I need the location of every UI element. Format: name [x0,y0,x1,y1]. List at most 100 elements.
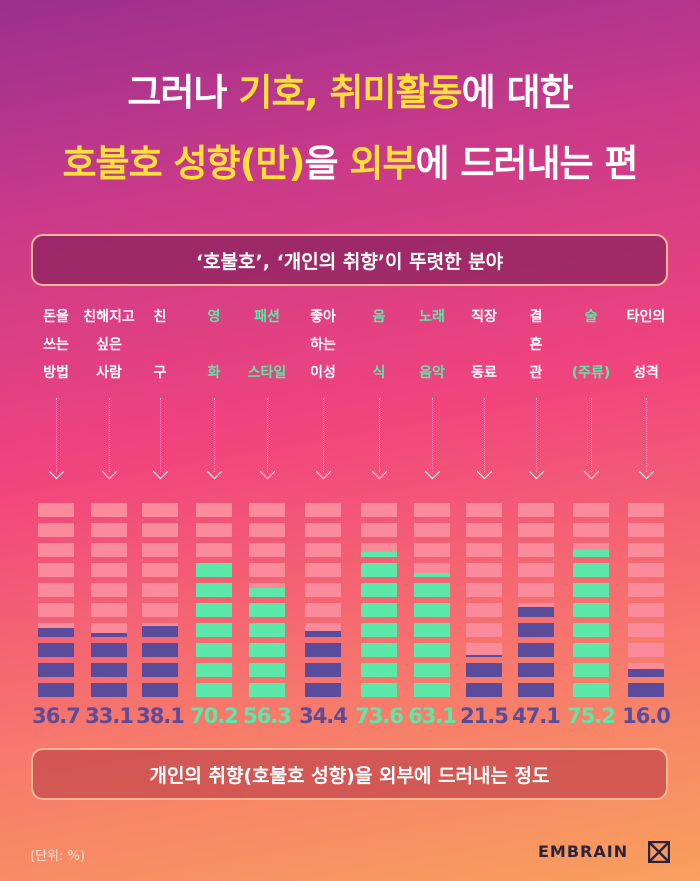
dotted-guide-line [646,398,647,472]
bar-fill [414,663,450,677]
bar-segment [91,523,127,537]
column-label: 타인의 성격 [618,303,674,387]
bar-fill [142,683,178,697]
bar-segment [249,583,285,597]
bar-fill [466,654,502,657]
column-label-line: 이성 [310,365,336,381]
bar-segment [305,603,341,617]
bar-segment [573,563,609,577]
dotted-guide-line [536,398,537,472]
data-label: 34.4 [299,704,348,728]
bar-segment [361,563,397,577]
bar-segment [196,643,232,657]
bar-segment [466,663,502,677]
bar-segment [573,643,609,657]
data-label: 16.0 [622,704,671,728]
headline-highlight: 호불호 성향(만) [62,142,306,185]
bar-segment [91,503,127,517]
column-label: 친해지고 싶은 사람 [81,303,137,387]
bar-fill [518,623,554,637]
data-label: 73.6 [355,704,404,728]
bar-segment [466,603,502,617]
bar-fill [38,643,74,657]
column-label-line: 혼 [529,337,543,353]
bar-fill [414,623,450,637]
bar-segment [573,503,609,517]
bar-segment [91,683,127,697]
bar-segment [361,623,397,637]
bar-fill [414,683,450,697]
bar-segment [518,683,554,697]
headline-highlight: 기호, 취미활동 [238,71,462,114]
bar-segment [91,603,127,617]
bar-fill [466,663,502,677]
bar-fill [249,588,285,597]
column-label-line: 타인의 [626,309,666,325]
bar-fill [573,623,609,637]
bar-fill [414,643,450,657]
bar-fill [249,643,285,657]
bar-segment [414,543,450,557]
bar-fill [249,663,285,677]
bar-segment [466,523,502,537]
bar-segment [305,543,341,557]
bar-fill [361,663,397,677]
bar-fill [305,630,341,637]
data-label: 38.1 [136,704,185,728]
column-label-line [351,331,407,359]
bar-fill [305,663,341,677]
headline-text: 에 드러내는 편 [415,142,638,185]
bar-fill [38,627,74,637]
bar-fill [466,683,502,697]
arrow-down-icon [259,463,276,480]
bar-segment [361,663,397,677]
column-label: 술 (주류) [563,303,619,387]
dotted-guide-line [160,398,161,472]
bar-segment [628,523,664,537]
bar-fill [142,663,178,677]
data-label: 36.7 [32,704,81,728]
arrow-down-icon [315,463,332,480]
column-label-line: 영 [207,309,221,325]
data-label: 75.2 [567,704,616,728]
data-label: 21.5 [460,704,509,728]
column-label-line: 방법 [43,365,69,381]
bar-fill [573,663,609,677]
bar-segment [628,623,664,637]
bar-fill [305,643,341,657]
column-label-line: 화 [207,365,221,381]
column-label-line: 음악 [419,365,445,381]
bar-segment [518,643,554,657]
bar-fill [196,663,232,677]
bar-segment [628,663,664,677]
data-label: 56.3 [243,704,292,728]
column-label: 직장 동료 [456,303,512,387]
column-label-line: 구 [153,365,167,381]
bar-fill [91,643,127,657]
bar-segment [196,683,232,697]
bar-segment [466,543,502,557]
bar-segment [196,583,232,597]
bar-segment [414,623,450,637]
bar-segment [361,543,397,557]
column-label: 노래 음악 [404,303,460,387]
bar-segment [249,683,285,697]
bar-segment [142,523,178,537]
bar-segment [142,683,178,697]
arrow-down-icon [48,463,65,480]
bar-segment [628,503,664,517]
column-label-line: 노래 [419,309,445,325]
column-label-line [132,331,188,359]
column-label-line: 결 [529,309,543,325]
bar-segment [573,683,609,697]
bar-fill [142,643,178,657]
bar-segment [305,623,341,637]
bar-segment [628,683,664,697]
column-label-line: 관 [529,365,543,381]
bar-segment [38,643,74,657]
bar-segment [196,563,232,577]
column-label-line: 술 [584,309,598,325]
column-label-line: 사람 [96,365,122,381]
bar-segment [518,663,554,677]
